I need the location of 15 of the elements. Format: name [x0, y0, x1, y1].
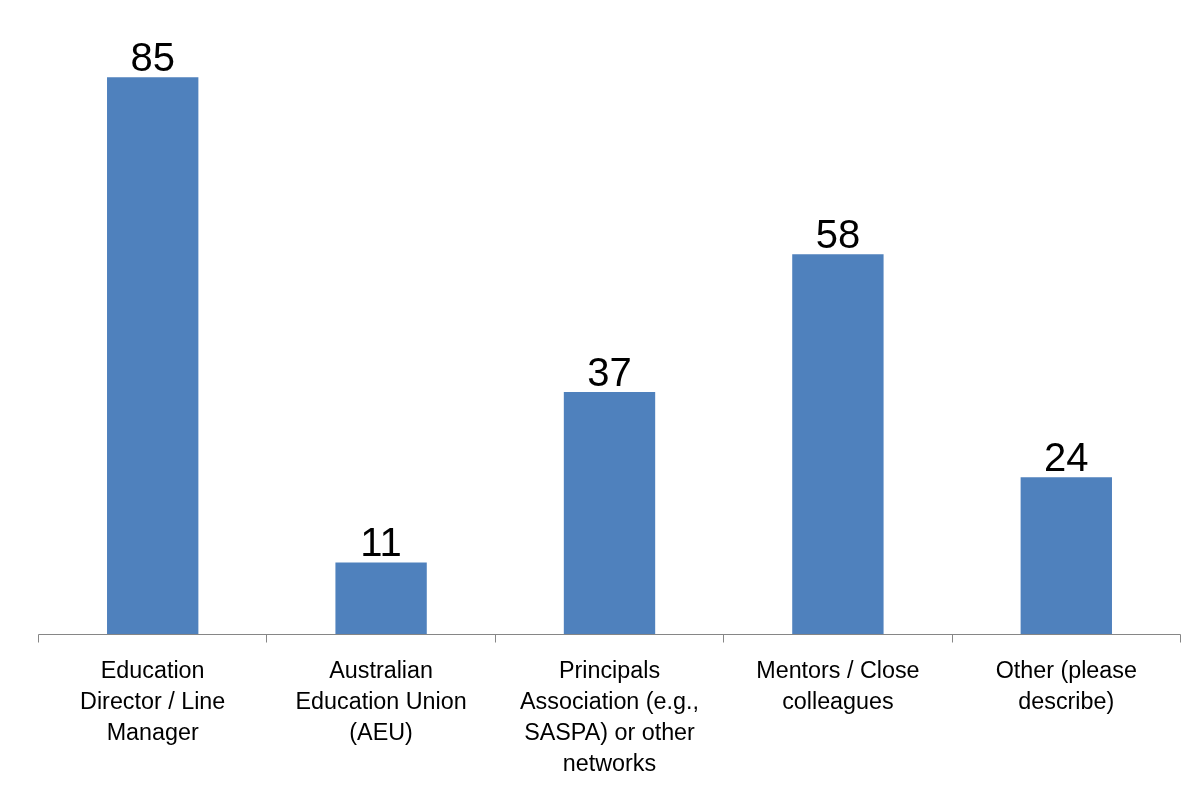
- x-tick-label: Mentors / Close colleagues: [756, 656, 920, 714]
- x-tick-label: Australian Education Union (AEU): [295, 656, 467, 745]
- bar: [1020, 477, 1112, 635]
- bar: [107, 77, 199, 635]
- data-label: 58: [815, 212, 861, 257]
- x-tick-label: Education Director / Line Manager: [80, 656, 226, 745]
- bar: [792, 254, 884, 635]
- bar: [563, 391, 656, 635]
- x-tick-label: Other (please describe): [995, 656, 1137, 714]
- data-label: 85: [130, 35, 175, 80]
- x-tick-label: Principals Association (e.g., SASPA) or other networks: [520, 656, 699, 777]
- data-label: 24: [1044, 435, 1089, 480]
- data-label: 11: [360, 520, 402, 565]
- data-label: 37: [587, 349, 632, 394]
- bar: [335, 562, 427, 635]
